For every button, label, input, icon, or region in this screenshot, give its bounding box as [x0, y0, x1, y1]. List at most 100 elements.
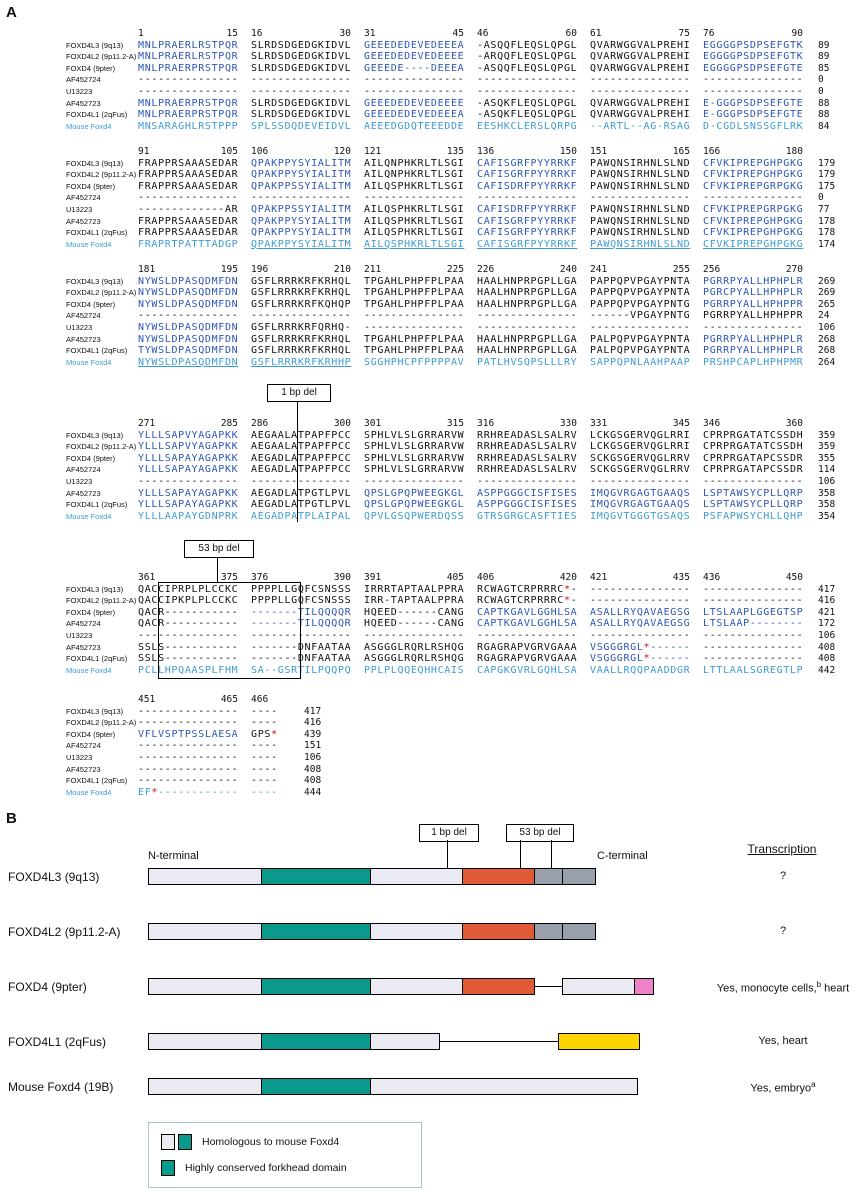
sequence-segment: --------------- — [703, 475, 804, 487]
residue-number: 89 — [818, 51, 830, 63]
sequence-segment: AILQSPHKRLTLSGI — [364, 227, 465, 239]
sequence-segment: EGGGGPSDPSEFGTK — [703, 51, 804, 63]
connector-line — [535, 986, 562, 987]
sequence-segment: SAPPQPNLAAHPAAP — [590, 356, 691, 368]
position-start: 226 — [477, 264, 495, 275]
residue-number: 416 — [818, 595, 836, 607]
position-end: 420 — [559, 572, 577, 583]
sequence-segment: CFVKIPREPGHPGKG — [703, 157, 804, 169]
residue-number: 179 — [818, 169, 836, 181]
domain-segment-orange — [462, 868, 535, 885]
sequence-segment: SPHLVLSLGRRARVW — [364, 464, 465, 476]
alignment-row: FOXD4L1 (2qFus) YLLLSAPAYAGAPKK AEGADLATPG… — [66, 499, 862, 511]
position-header-group: 436 450 — [703, 572, 803, 584]
position-end: 345 — [672, 418, 690, 429]
sequence-segment: --------------- — [138, 629, 239, 641]
position-end: 120 — [333, 146, 351, 157]
sequence-segment: ASGGGLRQRLRSHQG — [364, 641, 465, 653]
position-start: 421 — [590, 572, 608, 583]
sequence-segment: GEEEDEDEVEDEEEE — [364, 97, 465, 109]
domain-segment-light — [370, 1078, 638, 1095]
residue-number: 178 — [818, 227, 836, 239]
sequence-segment: GSFLRRRKRFKQHQP — [251, 298, 352, 310]
residue-number: 106 — [818, 475, 836, 487]
alignment-row: FOXD4L1 (2qFus) FRAPPRSAAASEDAR QPAKPPYSYI… — [66, 227, 862, 239]
sequence-segment: PAWQNSIRHNLSLND — [590, 169, 691, 181]
alignment-row: FOXD4L1 (2qFus) TYWSLDPASQDMFDN GSFLRRRKRF… — [66, 345, 862, 357]
sequence-segment: PSFAPWSYCHLLQHP — [703, 510, 804, 522]
residue-number: 359 — [818, 429, 836, 441]
alignment-row: AF452723 YLLLSAPAYAGAPKK AEGADLATPGTLPVL QP… — [66, 488, 862, 500]
sequence-segment: PATLHVSQPSLLLRY — [477, 356, 578, 368]
position-end: 225 — [446, 264, 464, 275]
sequence-segment: --------------- — [703, 595, 804, 607]
residue-number: 408 — [818, 653, 836, 665]
sequence-segment: --------------- — [138, 310, 239, 322]
sequence-segment: SSLS----------- — [138, 653, 239, 665]
sequence-segment: PGRRPYALLHPHPLR — [703, 275, 804, 287]
sequence-name: AF452724 — [66, 311, 101, 321]
sequence-name: U13223 — [66, 476, 93, 486]
sequence-segment: --------------- — [138, 751, 239, 763]
alignment-row: AF452724 --------------- --------------- --… — [66, 74, 862, 86]
sequence-segment: --------------- — [477, 629, 578, 641]
alignment-block: 1 15 16 30 31 45 46 60 61 75 76 90 FOXD4L3 (9q13) MNL… — [66, 28, 862, 132]
residue-number: 417 — [818, 583, 836, 595]
sequence-segment: QPAKPPYSYIALITM — [251, 238, 352, 250]
diagram-53bp-del-line-left — [520, 840, 521, 868]
domain-segment-light — [148, 923, 262, 940]
sequence-name: FOXD4L2 (9p11.2-A) — [66, 52, 137, 62]
legend-swatch-teal — [178, 1134, 192, 1150]
alignment-row: FOXD4L3 (9q13) YLLLSAPVYAGAPKK AEGAALATPAP… — [66, 430, 862, 442]
domain-bar — [148, 1078, 638, 1095]
domain-segment-light — [148, 1033, 262, 1050]
sequence-segment: --------------- — [364, 85, 465, 97]
panel-a-alignment: A 1 15 16 30 31 45 46 60 61 75 76 90 FOXD4L3 (9q13) M… — [6, 4, 862, 798]
sequence-segment: --------------- — [590, 192, 691, 204]
sequence-segment: PGRRPYALLHPHPPR — [703, 310, 804, 322]
position-header-group: 16 30 — [251, 28, 351, 40]
sequence-segment: --------------- — [590, 475, 691, 487]
position-start: 346 — [703, 418, 721, 429]
sequence-name: U13223 — [66, 630, 93, 640]
sequence-segment: --------------- — [590, 74, 691, 86]
position-header-group: 31 45 — [364, 28, 464, 40]
position-header-group: 241 255 — [590, 264, 690, 276]
sequence-segment: GSFLRRRKRFQRHQ- — [251, 321, 352, 333]
domain-segment-teal — [261, 923, 371, 940]
diagram-1bp-del-box: 1 bp del — [419, 824, 479, 842]
sequence-segment: --------------- — [251, 310, 352, 322]
residue-number: 444 — [304, 786, 322, 798]
sequence-segment: -ASQKFLEQSLQPGL — [477, 97, 578, 109]
transcription-status: Yes, heart — [758, 1035, 808, 1047]
position-header-group: 196 210 — [251, 264, 351, 276]
position-start: 316 — [477, 418, 495, 429]
position-start: 91 — [138, 146, 150, 157]
alignment-row: FOXD4L1 (2qFus) --------------- ---- 408 — [66, 775, 862, 787]
sequence-segment: FRAPPRSAAASEDAR — [138, 169, 239, 181]
residue-number: 175 — [818, 180, 836, 192]
sequence-segment: --------------- — [364, 192, 465, 204]
alignment-row: FOXD4L2 (9p11.2-A) FRAPPRSAAASEDAR QPAKPPY… — [66, 169, 862, 181]
sequence-segment: ---- — [251, 763, 278, 775]
sequence-segment: CAFISGRFPYYRRKF — [477, 215, 578, 227]
sequence-segment: --------------- — [590, 595, 691, 607]
position-header-group: 211 225 — [364, 264, 464, 276]
sequence-segment: --------------- — [703, 629, 804, 641]
legend-box: Homologous to mouse Foxd4 Highly conserve… — [148, 1122, 422, 1188]
sequence-segment: --------------- — [477, 321, 578, 333]
residue-number: 264 — [818, 356, 836, 368]
position-header-row: 361 375 376 390 391 405 406 420 421 435 436 450 — [66, 572, 862, 584]
domain-segment-light — [148, 868, 262, 885]
sequence-segment: ---- — [251, 786, 278, 798]
sequence-segment: NYWSLDPASQDMFDN — [138, 321, 239, 333]
position-header-group: 1 15 — [138, 28, 238, 40]
legend-item: Highly conserved forkhead domain — [161, 1159, 347, 1177]
position-start: 181 — [138, 264, 156, 275]
transcription-status: Yes, embryoa — [750, 1080, 816, 1095]
panel-b-domain-diagram: B 1 bp del 53 bp del N-terminal C-termin… — [0, 810, 866, 1190]
position-header-group: 331 345 — [590, 418, 690, 430]
position-start: 166 — [703, 146, 721, 157]
sequence-name: U13223 — [66, 752, 93, 762]
sequence-name: FOXD4L2 (9p11.2-A) — [66, 596, 137, 606]
